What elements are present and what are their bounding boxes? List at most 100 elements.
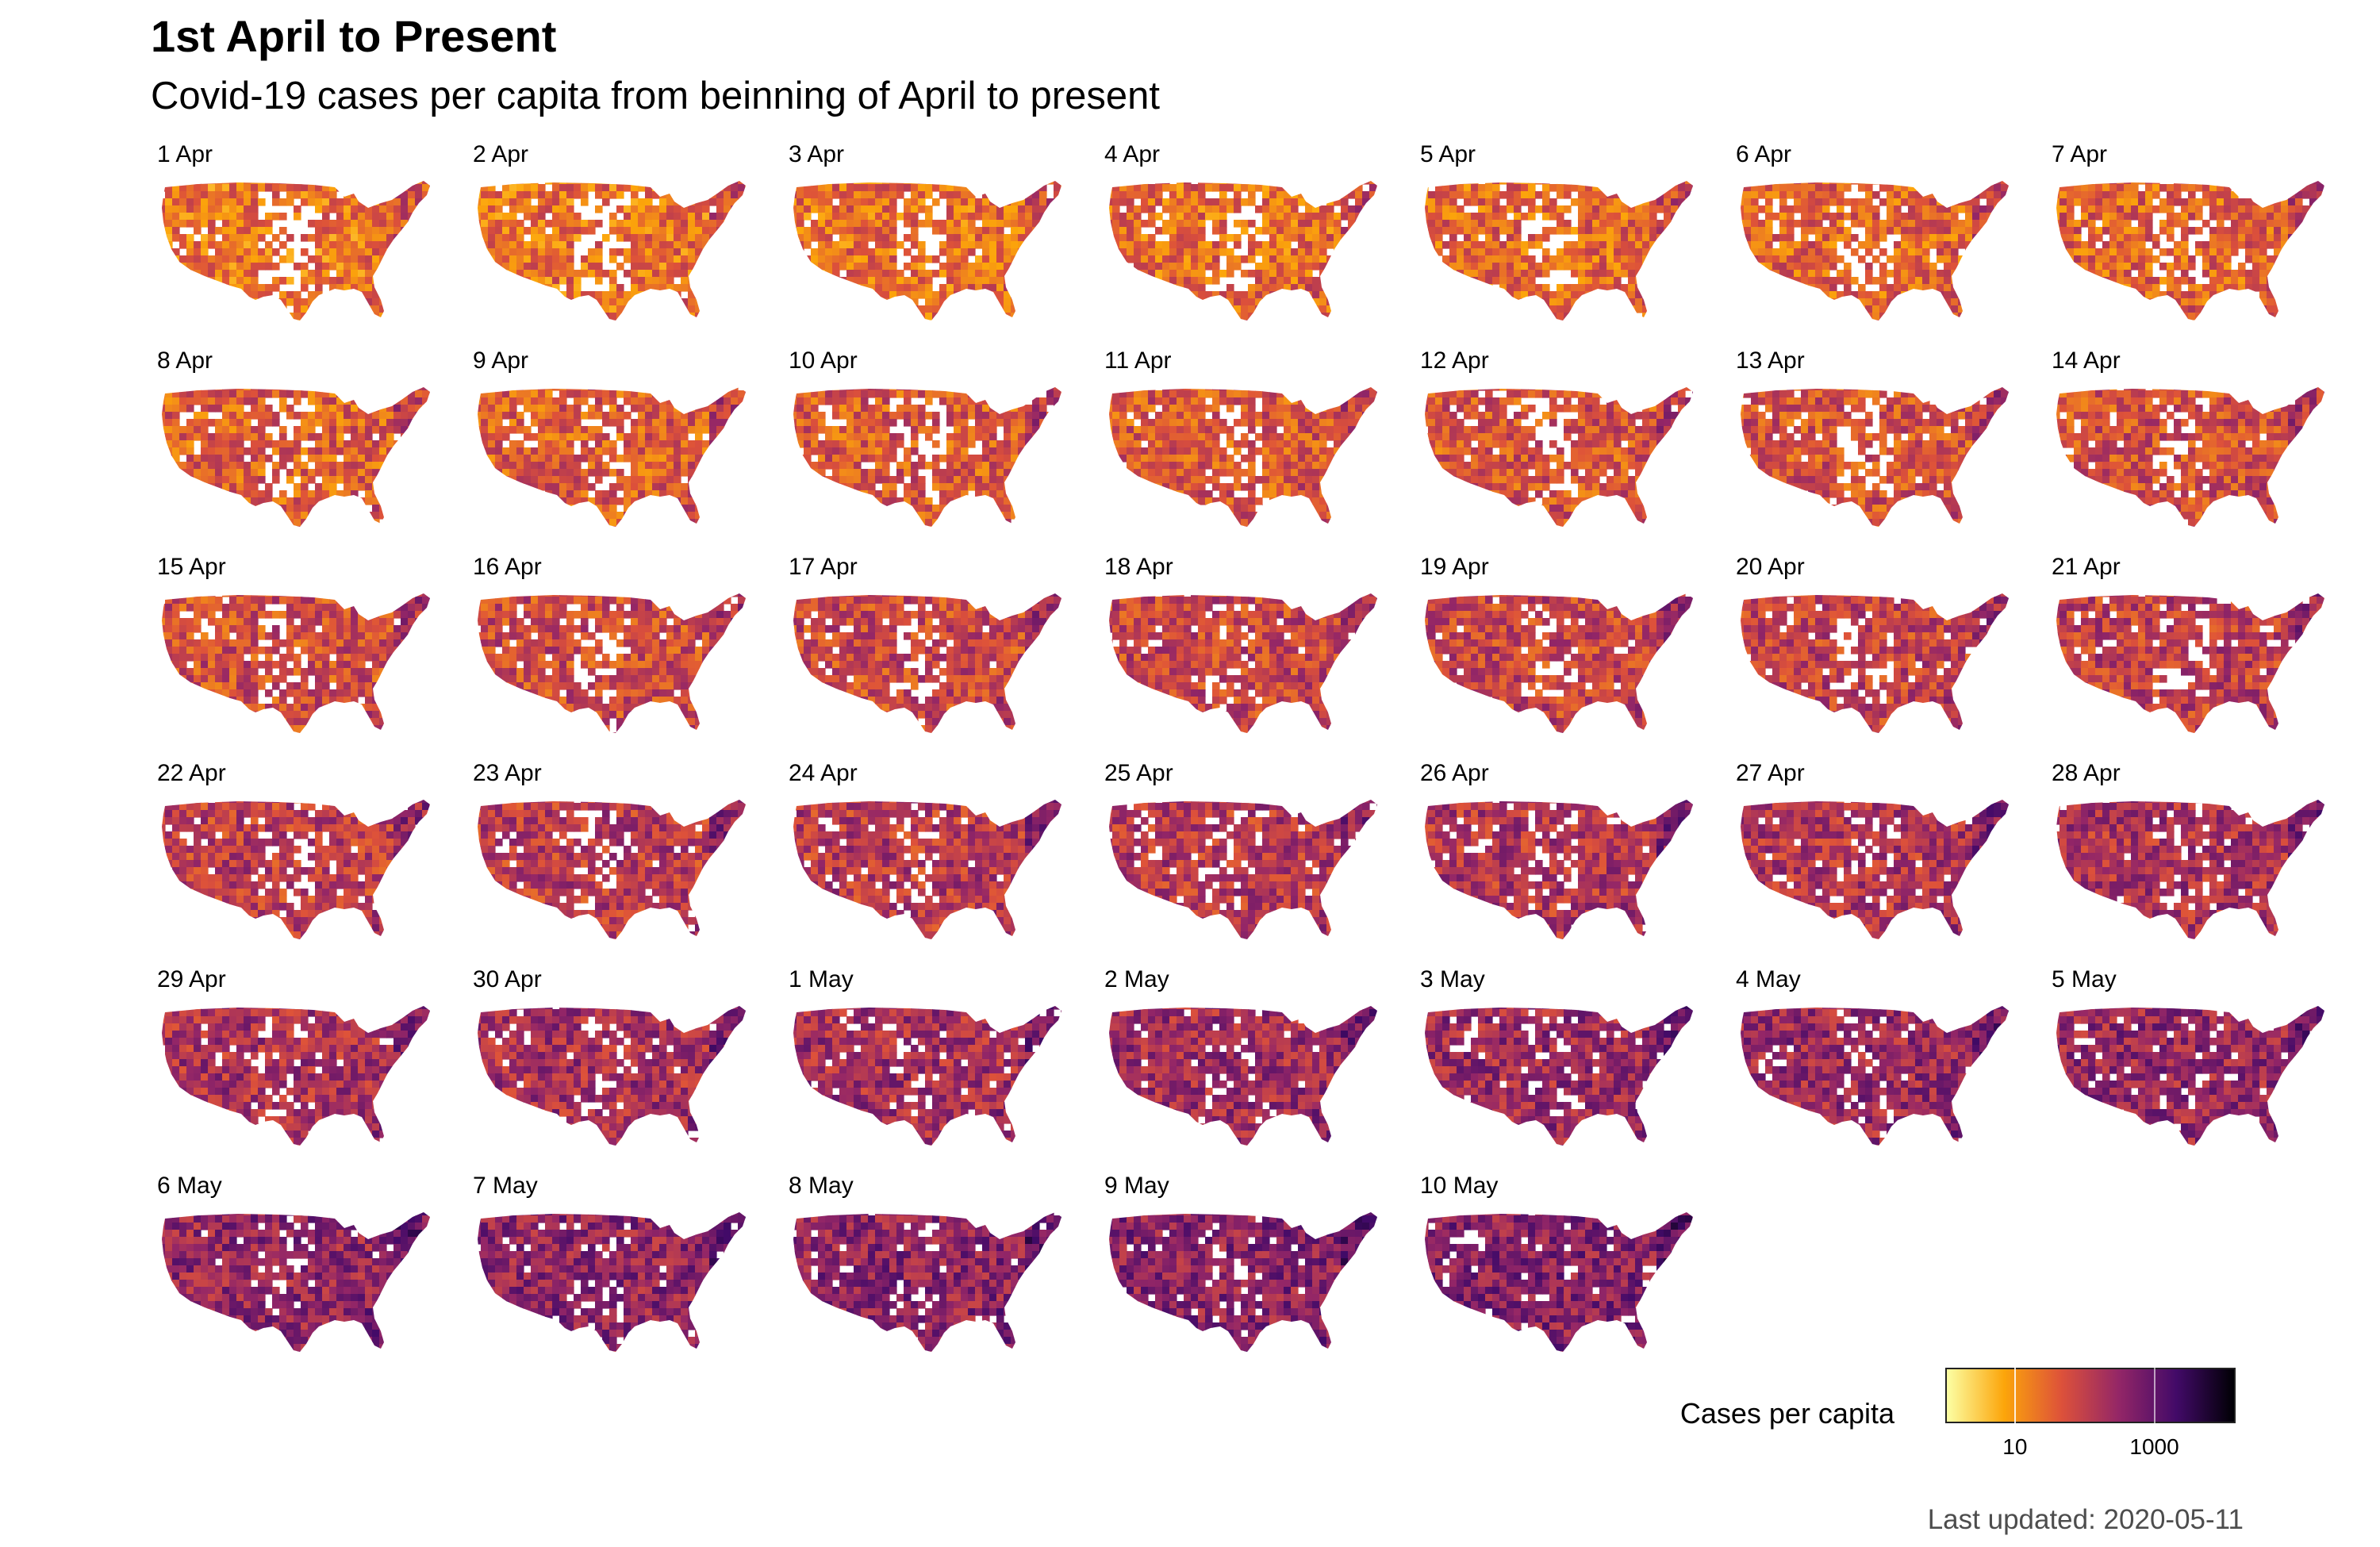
panel-date-label: 2 Apr (473, 141, 528, 168)
map-panel: 10 Apr (782, 347, 1084, 546)
us-county-choropleth-map (162, 1212, 430, 1352)
us-county-choropleth-map (1741, 800, 2009, 939)
panel-date-label: 8 May (789, 1173, 854, 1200)
panel-date-label: 24 Apr (789, 760, 858, 787)
map-panel: 17 Apr (782, 554, 1084, 752)
map-panel: 4 Apr (1098, 141, 1399, 340)
panel-date-label: 20 Apr (1736, 554, 1805, 581)
panel-date-label: 8 Apr (157, 347, 213, 374)
panel-date-label: 14 Apr (2052, 347, 2121, 374)
map-panel: 24 Apr (782, 760, 1084, 958)
us-county-choropleth-map (793, 1212, 1061, 1352)
map-panel: 5 May (2045, 966, 2347, 1165)
us-county-choropleth-map (1425, 387, 1693, 527)
us-county-choropleth-map (1741, 1006, 2009, 1146)
us-county-choropleth-map (793, 387, 1061, 527)
chart-title: 1st April to Present (151, 11, 556, 62)
panel-date-label: 16 Apr (473, 554, 542, 581)
legend-tick-label: 10 (2002, 1434, 2027, 1460)
legend-title: Cases per capita (1680, 1398, 1894, 1430)
us-county-choropleth-map (2056, 181, 2324, 321)
map-panel: 2 May (1098, 966, 1399, 1165)
panel-date-label: 6 Apr (1736, 141, 1791, 168)
panel-date-label: 2 May (1104, 966, 1169, 993)
map-panel: 6 Apr (1729, 141, 2031, 340)
us-county-choropleth-map (2056, 387, 2324, 527)
map-panel: 30 Apr (466, 966, 768, 1165)
us-county-choropleth-map (162, 800, 430, 939)
panel-date-label: 19 Apr (1420, 554, 1489, 581)
panel-date-label: 7 May (473, 1173, 538, 1200)
map-panel: 18 Apr (1098, 554, 1399, 752)
map-panel: 5 Apr (1414, 141, 1715, 340)
us-county-choropleth-map (1425, 800, 1693, 939)
panel-date-label: 15 Apr (157, 554, 226, 581)
map-panel: 25 Apr (1098, 760, 1399, 958)
panel-date-label: 25 Apr (1104, 760, 1173, 787)
panel-date-label: 5 Apr (1420, 141, 1476, 168)
legend-tick-label: 1000 (2129, 1434, 2178, 1460)
map-panel: 12 Apr (1414, 347, 1715, 546)
us-county-choropleth-map (793, 181, 1061, 321)
legend-color-bar (1945, 1368, 2236, 1423)
us-county-choropleth-map (1425, 593, 1693, 733)
panel-date-label: 27 Apr (1736, 760, 1805, 787)
map-panel: 15 Apr (151, 554, 452, 752)
map-panel: 9 May (1098, 1173, 1399, 1371)
map-panel: 9 Apr (466, 347, 768, 546)
panel-date-label: 5 May (2052, 966, 2117, 993)
map-panel: 16 Apr (466, 554, 768, 752)
map-panel: 27 Apr (1729, 760, 2031, 958)
us-county-choropleth-map (2056, 1006, 2324, 1146)
panel-date-label: 3 May (1420, 966, 1485, 993)
map-panel: 7 May (466, 1173, 768, 1371)
panel-date-label: 29 Apr (157, 966, 226, 993)
panel-date-label: 4 May (1736, 966, 1801, 993)
map-panel: 11 Apr (1098, 347, 1399, 546)
legend-tick-mark (2013, 1368, 2016, 1423)
us-county-choropleth-map (1425, 181, 1693, 321)
us-county-choropleth-map (793, 1006, 1061, 1146)
panel-date-label: 1 May (789, 966, 854, 993)
panel-date-label: 6 May (157, 1173, 222, 1200)
us-county-choropleth-map (1425, 1212, 1693, 1352)
map-panel: 3 Apr (782, 141, 1084, 340)
panel-date-label: 4 Apr (1104, 141, 1160, 168)
map-panel: 6 May (151, 1173, 452, 1371)
map-panel: 20 Apr (1729, 554, 2031, 752)
panel-date-label: 9 Apr (473, 347, 528, 374)
us-county-choropleth-map (1109, 800, 1377, 939)
map-panel: 8 May (782, 1173, 1084, 1371)
us-county-choropleth-map (1109, 181, 1377, 321)
us-county-choropleth-map (162, 593, 430, 733)
us-county-choropleth-map (478, 593, 746, 733)
panel-date-label: 3 Apr (789, 141, 844, 168)
panel-date-label: 30 Apr (473, 966, 542, 993)
panel-date-label: 28 Apr (2052, 760, 2121, 787)
us-county-choropleth-map (1741, 387, 2009, 527)
panel-date-label: 17 Apr (789, 554, 858, 581)
us-county-choropleth-map (162, 181, 430, 321)
us-county-choropleth-map (162, 387, 430, 527)
last-updated-caption: Last updated: 2020-05-11 (1928, 1504, 2244, 1536)
us-county-choropleth-map (1109, 1212, 1377, 1352)
map-panel: 8 Apr (151, 347, 452, 546)
us-county-choropleth-map (1109, 1006, 1377, 1146)
map-panel: 26 Apr (1414, 760, 1715, 958)
map-panel: 19 Apr (1414, 554, 1715, 752)
panel-date-label: 12 Apr (1420, 347, 1489, 374)
us-county-choropleth-map (478, 800, 746, 939)
us-county-choropleth-map (478, 1212, 746, 1352)
chart-subtitle: Covid-19 cases per capita from beinning … (151, 73, 1160, 119)
panel-date-label: 26 Apr (1420, 760, 1489, 787)
map-panel: 14 Apr (2045, 347, 2347, 546)
us-county-choropleth-map (793, 800, 1061, 939)
panel-date-label: 10 Apr (789, 347, 858, 374)
panel-date-label: 1 Apr (157, 141, 213, 168)
us-county-choropleth-map (2056, 593, 2324, 733)
us-county-choropleth-map (478, 181, 746, 321)
panel-date-label: 11 Apr (1104, 347, 1172, 374)
panel-date-label: 23 Apr (473, 760, 542, 787)
panel-date-label: 9 May (1104, 1173, 1169, 1200)
map-panel: 23 Apr (466, 760, 768, 958)
